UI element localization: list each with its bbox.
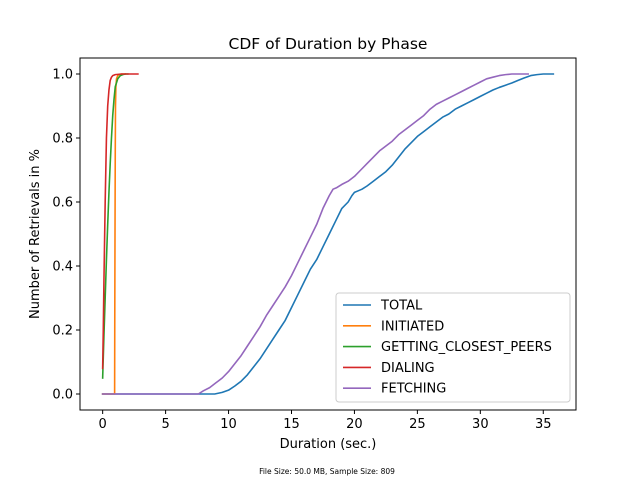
y-tick-label: 0.8 — [52, 132, 73, 147]
legend-label: DIALING — [381, 361, 435, 376]
x-tick-label: 35 — [535, 417, 552, 432]
x-axis-label: Duration (sec.) — [280, 437, 377, 452]
y-tick-label: 0.0 — [52, 388, 73, 403]
y-axis-label: Number of Retrievals in % — [28, 149, 43, 319]
y-tick-label: 0.6 — [52, 196, 73, 211]
x-tick-label: 0 — [99, 417, 107, 432]
footnote: File Size: 50.0 MB, Sample Size: 809 — [259, 467, 395, 476]
legend-box — [335, 292, 571, 403]
ticks-layer: 0 5 10 15 20 25 30 35 0.0 0.2 0.4 0.6 0.8 1.0 — [52, 68, 551, 433]
series-line-dialing — [101, 73, 139, 370]
y-tick-label: 1.0 — [52, 68, 73, 83]
x-tick-label: 15 — [283, 417, 300, 432]
series-line-getting-closest-peers — [101, 73, 129, 379]
plot-frame — [79, 57, 577, 411]
series-line-total — [101, 73, 555, 395]
legend-label: GETTING_CLOSEST_PEERS — [381, 340, 552, 355]
x-tick-label: 25 — [409, 417, 426, 432]
legend: TOTAL INITIATED GETTING_CLOSEST_PEERS DIALI… — [335, 292, 571, 403]
legend-label: INITIATED — [381, 319, 444, 334]
x-tick-label: 5 — [161, 417, 169, 432]
y-tick-label: 0.4 — [52, 260, 73, 275]
legend-label: FETCHING — [381, 382, 446, 397]
x-tick-label: 10 — [220, 417, 237, 432]
x-tick-label: 20 — [346, 417, 363, 432]
legend-label: TOTAL — [380, 299, 423, 314]
chart-title: CDF of Duration by Phase — [229, 35, 428, 53]
series-layer — [101, 73, 555, 395]
y-tick-label: 0.2 — [52, 324, 73, 339]
x-tick-label: 30 — [472, 417, 489, 432]
series-line-fetching — [101, 73, 529, 395]
